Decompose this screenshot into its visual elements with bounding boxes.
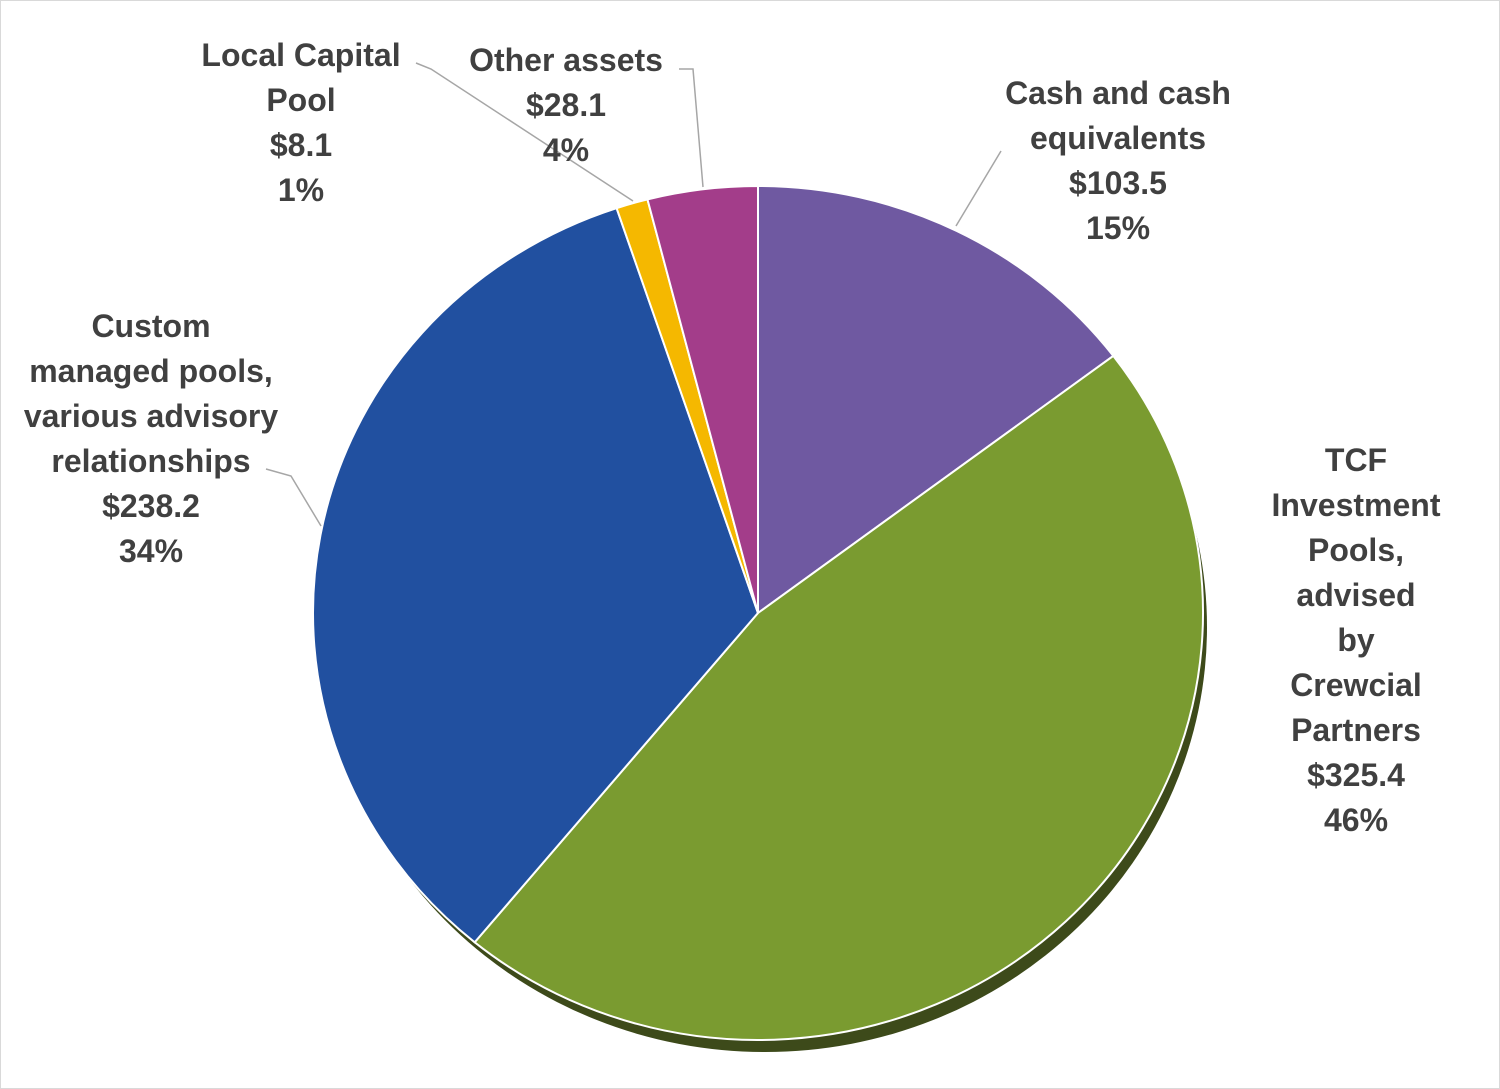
pie-slice	[646, 184, 759, 614]
data-label: TCF Investment Pools, advised by Crewcia…	[1272, 438, 1441, 843]
pie-slice	[473, 354, 1204, 1041]
percent-label: 4%	[542, 132, 590, 168]
leader-line	[679, 68, 704, 188]
value-label: $325.4	[1307, 757, 1405, 793]
leader-line	[955, 150, 1002, 227]
data-label: Other assets $28.1 4%	[469, 38, 663, 173]
category-label: Cash and cash equivalents	[1005, 75, 1231, 156]
leader-lines	[265, 62, 1002, 527]
percent-label: 1%	[277, 172, 325, 208]
data-label: Cash and cash equivalents $103.5 15%	[1005, 71, 1231, 251]
category-label: Local Capital Pool	[201, 37, 401, 118]
value-label: $103.5	[1069, 165, 1167, 201]
percent-label: 15%	[1085, 210, 1151, 246]
category-label: TCF Investment Pools, advised by Crewcia…	[1271, 442, 1441, 748]
leader-line	[265, 468, 322, 527]
category-label: Custom managed pools, various advisory r…	[23, 308, 279, 479]
data-label: Custom managed pools, various advisory r…	[24, 304, 278, 574]
percent-label: 34%	[118, 533, 184, 569]
category-label: Other assets	[469, 42, 663, 78]
data-label: Local Capital Pool $8.1 1%	[201, 33, 400, 213]
value-label: $238.2	[102, 488, 200, 524]
value-label: $28.1	[525, 87, 607, 123]
pie-slice	[312, 206, 760, 944]
leader-line	[415, 62, 634, 202]
pie-slice	[757, 184, 1115, 615]
percent-label: 46%	[1323, 802, 1389, 838]
value-label: $8.1	[269, 127, 333, 163]
